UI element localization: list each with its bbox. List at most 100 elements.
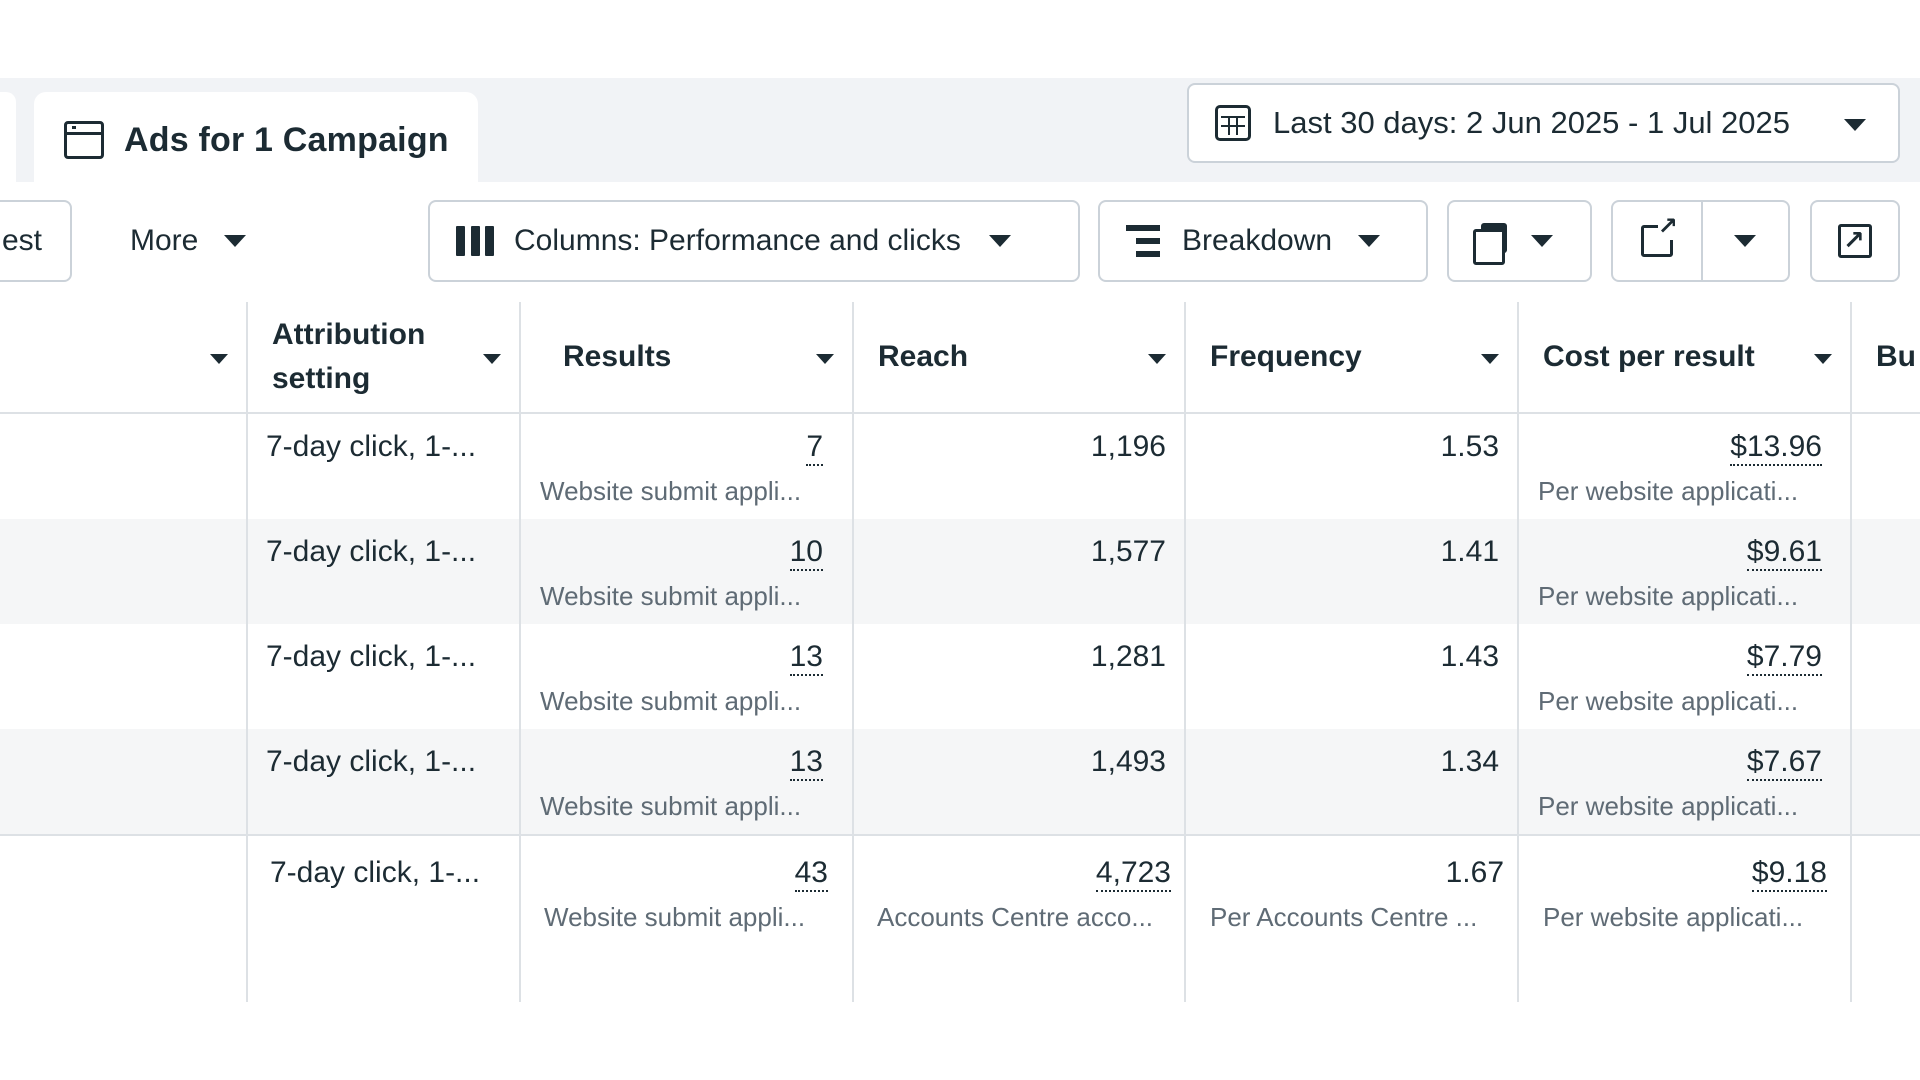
export-button[interactable] [1613, 202, 1701, 280]
window-icon [64, 121, 104, 159]
column-header-reach[interactable]: Reach [854, 302, 1186, 412]
cost-per-result-type-cell: Per website applicati... [1538, 476, 1799, 506]
column-header-cost-per-result[interactable]: Cost per result [1519, 302, 1852, 412]
cost-per-result-type-cell: Per website applicati... [1538, 581, 1799, 611]
attribution-cell: 7-day click, 1-... [266, 430, 477, 463]
column-header-previous[interactable] [0, 302, 248, 412]
table-row[interactable]: 7-day click, 1-... 10 Website submit app… [0, 519, 1920, 624]
breakdown-button[interactable]: Breakdown [1098, 200, 1428, 282]
reach-cell: 1,493 [1090, 745, 1166, 778]
previous-tab[interactable] [0, 92, 16, 182]
attribution-cell: 7-day click, 1-... [266, 640, 477, 673]
reports-button[interactable] [1447, 200, 1592, 282]
cost-per-result-type-cell: Per website applicati... [1538, 686, 1799, 716]
column-header-budget[interactable]: Bu [1852, 302, 1920, 412]
chevron-down-icon [1734, 235, 1757, 247]
chevron-down-icon [1358, 235, 1381, 247]
chevron-down-icon [816, 354, 834, 364]
results-cell[interactable]: 13 [789, 640, 823, 676]
chevron-down-icon [1481, 354, 1499, 364]
totals-reach[interactable]: 4,723 [1095, 856, 1171, 892]
column-divider[interactable] [1184, 412, 1186, 1002]
totals-divider [0, 834, 1920, 836]
header-divider [0, 412, 1920, 414]
reach-cell: 1,577 [1090, 535, 1166, 568]
cost-per-result-cell[interactable]: $9.61 [1746, 535, 1822, 571]
reach-cell: 1,196 [1090, 430, 1166, 463]
table-row[interactable]: 7-day click, 1-... 13 Website submit app… [0, 729, 1920, 834]
column-header-frequency-label: Frequency [1210, 340, 1362, 373]
chevron-down-icon [1531, 235, 1553, 247]
date-range-label: Last 30 days: 2 Jun 2025 - 1 Jul 2025 [1273, 105, 1791, 140]
frequency-cell: 1.34 [1440, 745, 1499, 778]
date-range-picker[interactable]: Last 30 days: 2 Jun 2025 - 1 Jul 2025 [1187, 83, 1900, 163]
ads-table: Attribution setting Results Reach Freque… [0, 302, 1920, 1002]
results-cell[interactable]: 7 [806, 430, 823, 466]
columns-label: Columns: Performance and clicks [514, 224, 961, 257]
table-row[interactable]: 7-day click, 1-... 13 Website submit app… [0, 624, 1920, 729]
ab-test-button[interactable]: est [0, 200, 72, 282]
frequency-cell: 1.43 [1440, 640, 1499, 673]
results-cell[interactable]: 13 [789, 745, 823, 781]
column-divider[interactable] [852, 412, 854, 1002]
totals-attribution: 7-day click, 1-... [270, 856, 481, 889]
column-divider[interactable] [519, 412, 521, 1002]
table-row[interactable]: 7-day click, 1-... 7 Website submit appl… [0, 414, 1920, 519]
chevron-down-icon [988, 235, 1011, 247]
frequency-cell: 1.41 [1440, 535, 1499, 568]
totals-row: 7-day click, 1-... 43 Website submit app… [0, 836, 1920, 1002]
cost-per-result-cell[interactable]: $13.96 [1730, 430, 1822, 466]
totals-frequency-type: Per Accounts Centre ... [1210, 902, 1478, 932]
trend-chart-icon [1838, 224, 1872, 258]
chevron-down-icon [1814, 354, 1832, 364]
column-header-reach-label: Reach [878, 340, 969, 373]
breakdown-label: Breakdown [1182, 224, 1333, 257]
column-header-cost-per-result-label: Cost per result [1543, 340, 1755, 373]
reports-icon [1473, 223, 1507, 265]
column-divider[interactable] [1850, 412, 1852, 1002]
columns-button[interactable]: Columns: Performance and clicks [428, 200, 1080, 282]
tab-ads-label: Ads for 1 Campaign [124, 120, 449, 159]
chevron-down-icon [224, 235, 247, 247]
reach-cell: 1,281 [1090, 640, 1166, 673]
totals-frequency: 1.67 [1445, 856, 1504, 889]
export-button-group [1611, 200, 1790, 282]
totals-results[interactable]: 43 [794, 856, 828, 892]
column-header-attribution[interactable]: Attribution setting [248, 302, 521, 412]
attribution-cell: 7-day click, 1-... [266, 745, 477, 778]
column-header-frequency[interactable]: Frequency [1186, 302, 1519, 412]
column-header-results[interactable]: Results [521, 302, 854, 412]
chevron-down-icon [483, 354, 501, 364]
charts-button[interactable] [1810, 200, 1900, 282]
results-type-cell: Website submit appli... [540, 581, 802, 611]
chevron-down-icon [1148, 354, 1166, 364]
results-type-cell: Website submit appli... [540, 686, 802, 716]
results-type-cell: Website submit appli... [540, 476, 802, 506]
chevron-down-icon [1844, 119, 1866, 131]
breakdown-icon [1126, 225, 1160, 257]
tab-ads[interactable]: Ads for 1 Campaign [34, 92, 478, 188]
more-label: More [130, 224, 199, 257]
results-cell[interactable]: 10 [789, 535, 823, 571]
export-icon [1640, 214, 1678, 257]
column-header-attribution-label: Attribution setting [272, 318, 426, 395]
cost-per-result-type-cell: Per website applicati... [1538, 791, 1799, 821]
column-header-budget-label: Bu [1876, 340, 1916, 373]
column-divider[interactable] [246, 412, 248, 1002]
cost-per-result-cell[interactable]: $7.79 [1746, 640, 1822, 676]
cost-per-result-cell[interactable]: $7.67 [1746, 745, 1822, 781]
ab-test-label: est [2, 224, 43, 257]
column-divider[interactable] [1517, 412, 1519, 1002]
more-button[interactable]: More [118, 200, 288, 282]
totals-results-type: Website submit appli... [544, 902, 806, 932]
totals-cost-per-result-type: Per website applicati... [1543, 902, 1804, 932]
column-header-results-label: Results [563, 340, 672, 373]
results-type-cell: Website submit appli... [540, 791, 802, 821]
totals-cost-per-result[interactable]: $9.18 [1751, 856, 1827, 892]
calendar-grid-icon [1215, 105, 1251, 141]
export-options-button[interactable] [1700, 202, 1789, 280]
frequency-cell: 1.53 [1440, 430, 1499, 463]
attribution-cell: 7-day click, 1-... [266, 535, 477, 568]
totals-reach-type: Accounts Centre acco... [877, 902, 1154, 932]
columns-icon [456, 226, 494, 256]
